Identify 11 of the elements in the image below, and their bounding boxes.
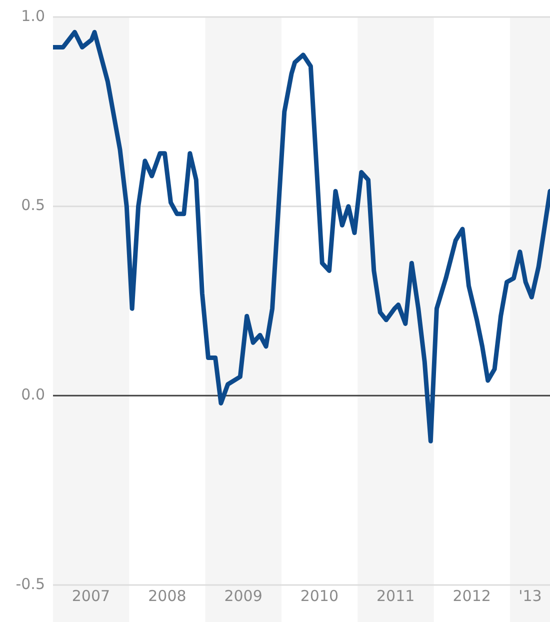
x-tick-label: 2011	[376, 586, 415, 605]
y-tick-label: 1.0	[21, 6, 45, 25]
x-tick-label: 2010	[300, 586, 339, 605]
x-tick-label: '13	[518, 586, 542, 605]
y-tick-label: -0.5	[16, 574, 45, 593]
y-tick-label: 0.0	[21, 386, 45, 404]
x-tick-label: 2007	[72, 586, 110, 605]
y-tick-label: 0.5	[21, 196, 45, 214]
x-tick-label: 2009	[224, 586, 262, 605]
x-tick-label: 2008	[148, 586, 186, 605]
x-tick-label: 2012	[452, 586, 491, 605]
